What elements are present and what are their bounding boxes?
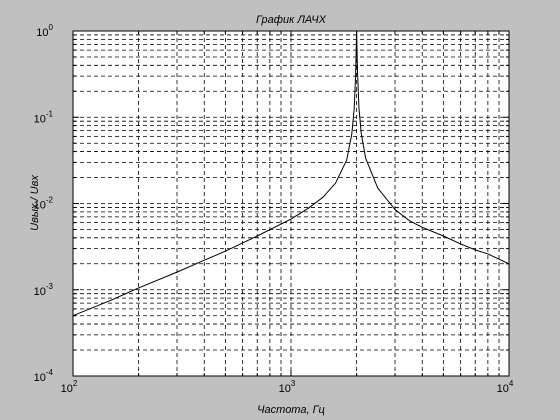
series-layer: [72, 30, 510, 317]
x-tick-label: 104: [497, 379, 514, 395]
series-line-0: [72, 30, 510, 317]
x-axis-label: Частота, Гц: [257, 404, 325, 416]
grid-lines: [73, 31, 509, 376]
y-tick-label: 10-1: [34, 109, 54, 125]
tick-marks: [72, 31, 509, 377]
y-tick-label: 10-4: [34, 368, 54, 384]
y-tick-label: 10-3: [34, 282, 54, 298]
x-tick-label: 103: [279, 379, 296, 395]
chart-title: График ЛАЧХ: [256, 14, 327, 26]
y-tick-label: 100: [36, 23, 53, 39]
y-axis-label: Uвых / Uвх: [29, 175, 41, 231]
tick-labels: 102 103 104 10-4 10-3 10-2 10-1 100: [34, 23, 514, 395]
x-tick-label: 102: [61, 379, 78, 395]
y-tick-label: 10-2: [34, 196, 54, 212]
